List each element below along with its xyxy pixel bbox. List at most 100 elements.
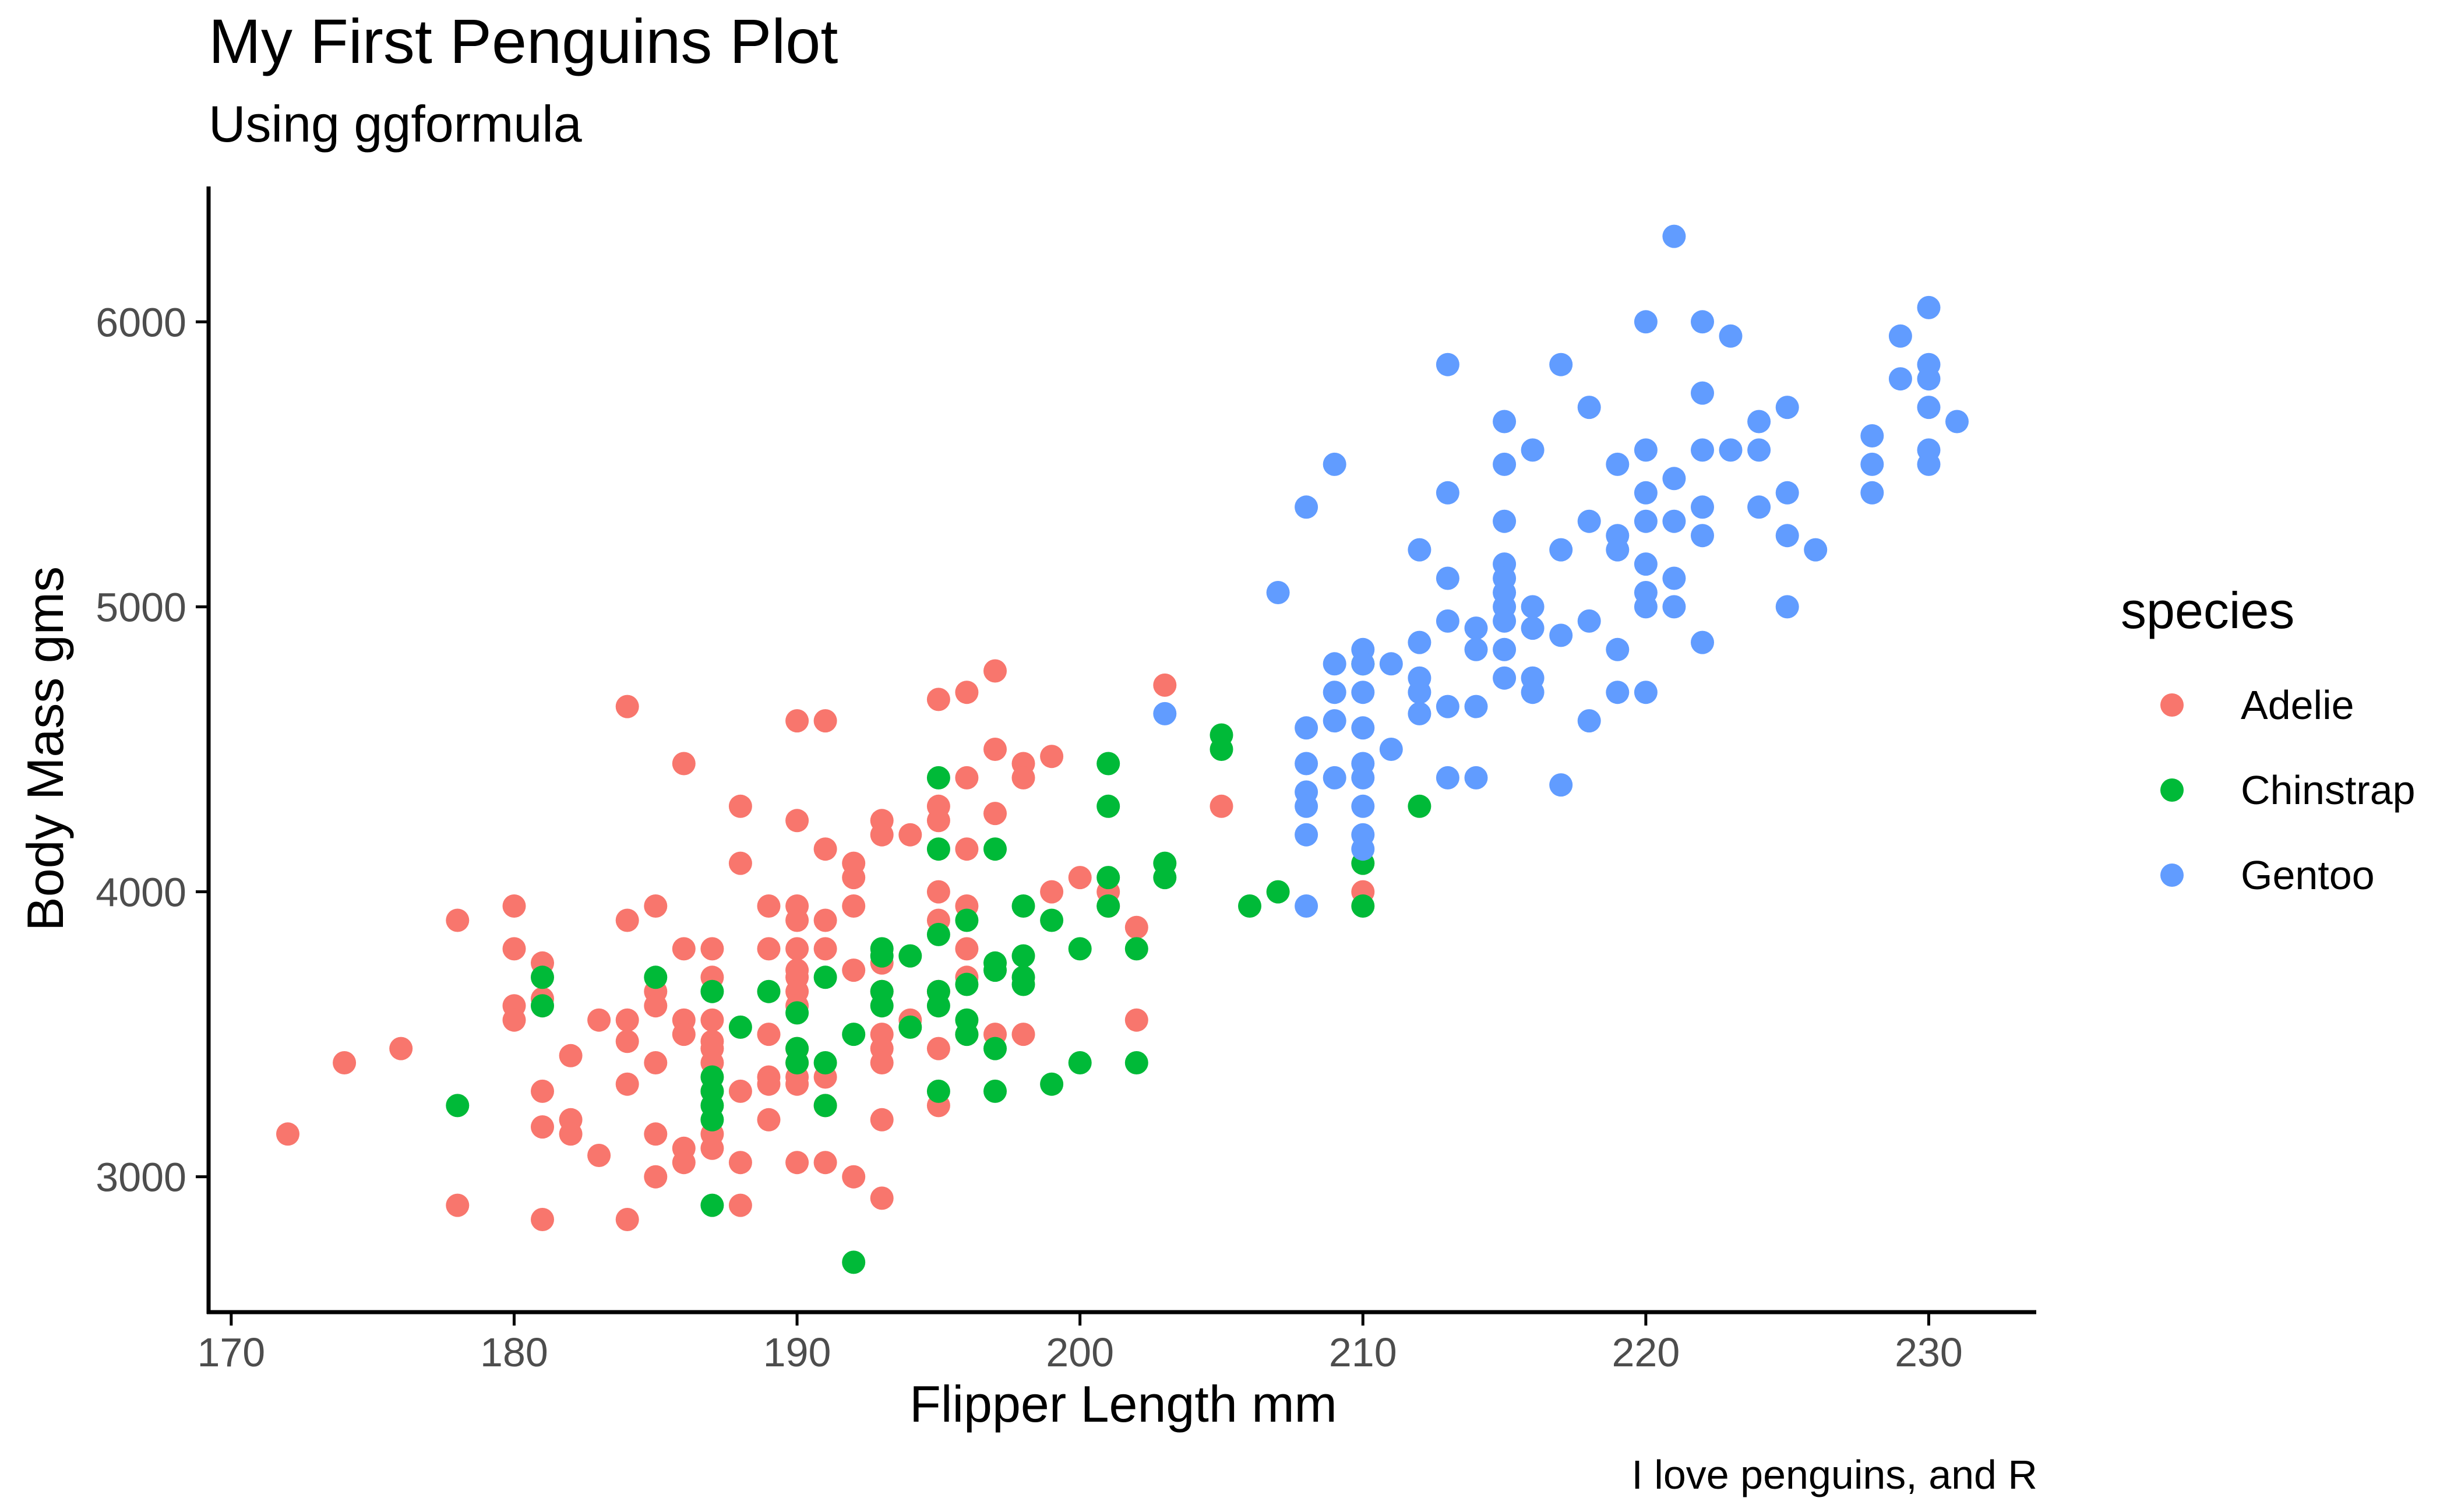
legend: species Adelie Chinstrap Gentoo: [2121, 581, 2416, 898]
data-point: [926, 994, 950, 1018]
data-point: [276, 1122, 299, 1146]
data-point: [870, 1108, 894, 1132]
data-point: [644, 894, 668, 918]
data-point: [700, 1108, 724, 1132]
data-point: [1634, 310, 1658, 334]
data-point: [1295, 894, 1318, 918]
data-point: [728, 851, 752, 875]
data-point: [1379, 738, 1403, 761]
data-point: [700, 1193, 724, 1217]
data-point: [1606, 538, 1630, 562]
data-point: [1549, 623, 1573, 647]
points-layer: [276, 224, 1969, 1274]
data-point: [813, 1094, 837, 1118]
data-point: [926, 880, 950, 904]
data-point: [813, 709, 837, 733]
data-point: [1549, 353, 1573, 376]
data-point: [1719, 438, 1743, 462]
data-point: [757, 979, 781, 1003]
data-point: [1775, 481, 1799, 505]
data-point: [1662, 566, 1686, 590]
data-point: [1210, 738, 1233, 761]
x-axis-label: Flipper Length mm: [909, 1375, 1337, 1433]
data-point: [672, 1023, 696, 1046]
data-point: [1577, 609, 1601, 633]
data-point: [1917, 295, 1941, 319]
data-point: [955, 837, 979, 861]
x-tick-label: 170: [197, 1330, 265, 1375]
data-point: [1634, 438, 1658, 462]
data-point: [700, 1008, 724, 1032]
data-point: [785, 937, 809, 961]
data-point: [1408, 794, 1431, 818]
data-point: [1888, 324, 1912, 348]
data-point: [1464, 616, 1488, 640]
data-point: [1011, 766, 1035, 790]
data-point: [785, 1001, 809, 1025]
data-point: [615, 1030, 639, 1053]
data-point: [1775, 524, 1799, 548]
data-point: [644, 994, 668, 1018]
data-point: [1606, 637, 1630, 661]
data-point: [983, 659, 1007, 683]
data-point: [1747, 495, 1771, 519]
series-adelie: [276, 659, 1375, 1231]
data-point: [1238, 894, 1261, 918]
data-point: [1068, 866, 1092, 890]
data-point: [842, 894, 866, 918]
data-point: [1662, 224, 1686, 248]
data-point: [615, 695, 639, 718]
data-point: [1634, 681, 1658, 704]
data-point: [1124, 915, 1148, 939]
data-point: [1888, 367, 1912, 391]
data-point: [1295, 495, 1318, 519]
data-point: [1436, 353, 1459, 376]
data-point: [1436, 766, 1459, 790]
data-point: [1521, 438, 1545, 462]
data-point: [983, 1079, 1007, 1103]
y-tick-label: 4000: [96, 870, 186, 915]
data-point: [983, 958, 1007, 982]
data-point: [926, 766, 950, 790]
data-point: [728, 1079, 752, 1103]
data-point: [1634, 595, 1658, 619]
data-point: [842, 1023, 866, 1046]
data-point: [1775, 396, 1799, 420]
data-point: [1124, 937, 1148, 961]
data-point: [1124, 1051, 1148, 1074]
data-point: [983, 837, 1007, 861]
data-point: [1351, 837, 1375, 861]
data-point: [672, 752, 696, 776]
data-point: [1493, 609, 1517, 633]
data-point: [1153, 702, 1177, 725]
data-point: [1266, 581, 1290, 604]
legend-label: Chinstrap: [2241, 767, 2416, 813]
data-point: [1719, 324, 1743, 348]
data-point: [1040, 880, 1064, 904]
data-point: [1040, 1072, 1064, 1096]
data-point: [983, 802, 1007, 826]
data-point: [1379, 652, 1403, 676]
data-point: [1068, 937, 1092, 961]
legend-label: Adelie: [2241, 682, 2354, 728]
data-point: [502, 894, 526, 918]
data-point: [1577, 509, 1601, 533]
data-point: [1096, 894, 1120, 918]
data-point: [1323, 766, 1346, 790]
data-point: [1606, 681, 1630, 704]
y-axis-ticks: 3000 4000 5000 6000: [96, 299, 207, 1200]
data-point: [1408, 702, 1431, 725]
data-point: [700, 979, 724, 1003]
data-point: [1464, 637, 1488, 661]
data-point: [955, 766, 979, 790]
data-point: [1493, 410, 1517, 433]
data-point: [785, 1151, 809, 1175]
data-point: [1096, 752, 1120, 776]
data-point: [1634, 481, 1658, 505]
data-point: [926, 1037, 950, 1060]
data-point: [870, 944, 894, 968]
data-point: [813, 965, 837, 989]
data-point: [1408, 538, 1431, 562]
data-point: [1521, 681, 1545, 704]
data-point: [1436, 566, 1459, 590]
